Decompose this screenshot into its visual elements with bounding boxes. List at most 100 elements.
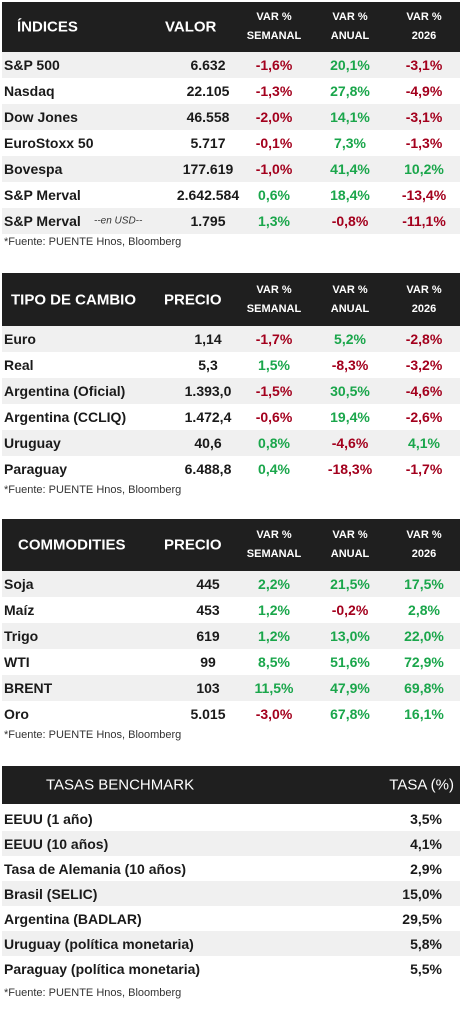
rate-value: 29,5%	[402, 910, 442, 927]
var-2026-value: -4,6%	[405, 383, 443, 399]
rate-name: EEUU (10 años)	[4, 835, 109, 852]
row-value: 5,3	[198, 357, 218, 373]
rate-name: Brasil (SELIC)	[4, 885, 98, 902]
rates-source-note: *Fuente: PUENTE Hnos, Bloomberg	[4, 987, 182, 999]
var-2026-value: -4,9%	[405, 83, 443, 99]
var-anual-value: 51,6%	[330, 654, 370, 670]
row-name: Argentina (Oficial)	[4, 383, 126, 399]
header-var-anual: VAR % ANUAL	[330, 529, 370, 560]
var-semanal-value: -1,0%	[255, 161, 293, 177]
var-anual-value: 47,9%	[330, 680, 370, 696]
table-row: EuroStoxx 50 5.717 -0,1% 7,3% -1,3%	[2, 130, 460, 156]
table-row: Oro 5.015 -3,0% 67,8% 16,1%	[2, 701, 460, 727]
table-row: Uruguay 40,6 0,8% -4,6% 4,1%	[2, 430, 460, 456]
table-row: Paraguay (política monetaria) 5,5%	[2, 956, 460, 981]
row-value: 453	[196, 602, 220, 618]
row-value: 1.393,0	[184, 383, 232, 399]
row-value: 1,14	[194, 331, 222, 347]
row-name: BRENT	[4, 680, 53, 696]
header-commodities: COMMODITIES	[18, 536, 126, 554]
var-semanal-value: 1,5%	[258, 357, 290, 373]
var-anual-value: 18,4%	[330, 187, 370, 203]
header-tipo-de-cambio: TIPO DE CAMBIO	[11, 291, 137, 308]
var-semanal-value: 1,3%	[258, 213, 290, 229]
row-value: 40,6	[194, 435, 222, 451]
row-name: Oro	[4, 706, 29, 722]
var-anual-value: 30,5%	[330, 383, 370, 399]
row-name: Maíz	[4, 602, 35, 618]
var-2026-value: -3,1%	[405, 57, 443, 73]
header-var-semanal: VAR % SEMANAL	[246, 529, 302, 560]
var-anual-value: 21,5%	[330, 576, 370, 592]
table-row: Uruguay (política monetaria) 5,8%	[2, 931, 460, 956]
row-name: Real	[4, 357, 34, 373]
row-value: 6.488,8	[184, 461, 232, 477]
var-semanal-value: -1,5%	[255, 383, 293, 399]
header-var-2026: VAR % 2026	[406, 529, 442, 560]
var-semanal-value: 0,8%	[258, 435, 290, 451]
rate-name: Tasa de Alemania (10 años)	[4, 860, 187, 877]
rate-value: 5,5%	[410, 960, 442, 977]
var-semanal-value: -0,1%	[255, 135, 293, 151]
row-name: S&P Merval	[4, 187, 81, 203]
table-row: S&P Merval 2.642.584 0,6% 18,4% -13,4%	[2, 182, 460, 208]
table-row: Bovespa 177.619 -1,0% 41,4% 10,2%	[2, 156, 460, 182]
header-var-2026: VAR % 2026	[406, 283, 442, 315]
header-var-anual: VAR % ANUAL	[330, 11, 370, 42]
row-name: Euro	[4, 331, 36, 347]
row-subtitle: --en USD--	[94, 215, 143, 227]
rate-value: 15,0%	[402, 885, 442, 902]
var-semanal-value: -1,7%	[255, 331, 293, 347]
row-name: EuroStoxx 50	[4, 135, 94, 151]
var-anual-value: -0,8%	[331, 213, 369, 229]
rate-value: 4,1%	[410, 835, 442, 852]
var-semanal-value: 1,2%	[258, 602, 290, 618]
row-value: 1.472,4	[184, 409, 232, 425]
var-semanal-value: -1,3%	[255, 83, 293, 99]
var-2026-value: 10,2%	[404, 161, 444, 177]
commodities-table: COMMODITIES PRECIO VAR % SEMANAL VAR % ANU…	[2, 519, 460, 749]
table-row: Paraguay 6.488,8 0,4% -18,3% -1,7%	[2, 456, 460, 482]
var-anual-value: 20,1%	[330, 57, 370, 73]
table-row: BRENT 103 11,5% 47,9% 69,8%	[2, 675, 460, 701]
indices-source-note: *Fuente: PUENTE Hnos, Bloomberg	[4, 236, 182, 248]
var-anual-value: 5,2%	[334, 331, 366, 347]
var-2026-value: -2,6%	[405, 409, 443, 425]
commodities-header: COMMODITIES PRECIO VAR % SEMANAL VAR % ANU…	[2, 519, 460, 571]
var-anual-value: -8,3%	[331, 357, 369, 373]
rate-value: 3,5%	[410, 810, 442, 827]
row-name: Soja	[4, 576, 34, 592]
header-var-anual: VAR % ANUAL	[330, 283, 370, 315]
indices-table: ÍNDICES VALOR VAR % SEMANAL VAR % ANUAL VA…	[2, 2, 460, 256]
row-value: 22.105	[186, 83, 230, 99]
row-name: Bovespa	[4, 161, 63, 177]
table-row: Euro 1,14 -1,7% 5,2% -2,8%	[2, 326, 460, 352]
table-row: Argentina (Oficial) 1.393,0 -1,5% 30,5% -4,6…	[2, 378, 460, 404]
table-row: EEUU (1 año) 3,5%	[2, 806, 460, 831]
row-name: Nasdaq	[4, 83, 55, 99]
indices-header: ÍNDICES VALOR VAR % SEMANAL VAR % ANUAL VA…	[2, 2, 460, 52]
row-name: Trigo	[4, 628, 39, 644]
table-row: WTI 99 8,5% 51,6% 72,9%	[2, 649, 460, 675]
table-row: Dow Jones 46.558 -2,0% 14,1% -3,1%	[2, 104, 460, 130]
var-2026-value: 16,1%	[404, 706, 444, 722]
row-name: Paraguay	[4, 461, 68, 477]
row-value: 103	[196, 680, 220, 696]
var-semanal-value: 1,2%	[258, 628, 290, 644]
table-row: Brasil (SELIC) 15,0%	[2, 881, 460, 906]
var-semanal-value: -2,0%	[255, 109, 293, 125]
rate-name: EEUU (1 año)	[4, 810, 93, 827]
var-anual-value: 14,1%	[330, 109, 370, 125]
row-name: S&P Merval	[4, 213, 81, 229]
var-anual-value: 27,8%	[330, 83, 370, 99]
table-row: S&P 500 6.632 -1,6% 20,1% -3,1%	[2, 52, 460, 78]
row-value: 46.558	[186, 109, 230, 125]
var-2026-value: 69,8%	[404, 680, 444, 696]
table-row: EEUU (10 años) 4,1%	[2, 831, 460, 856]
header-tasas-benchmark: TASAS BENCHMARK	[46, 776, 195, 794]
var-semanal-value: -0,6%	[255, 409, 293, 425]
table-row: Argentina (BADLAR) 29,5%	[2, 906, 460, 931]
table-row: Real 5,3 1,5% -8,3% -3,2%	[2, 352, 460, 378]
header-precio: PRECIO	[164, 291, 222, 308]
var-semanal-value: 0,4%	[258, 461, 290, 477]
